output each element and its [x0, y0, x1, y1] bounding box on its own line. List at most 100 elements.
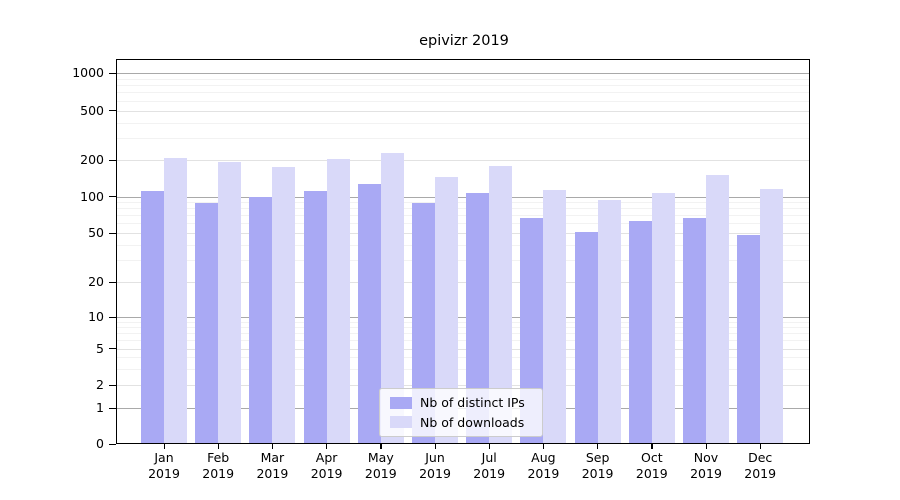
x-tick-label-dec: Dec 2019: [744, 450, 777, 481]
x-tick: [542, 444, 545, 449]
bar-downloads-apr: [326, 159, 350, 444]
gridline-200: [117, 160, 810, 161]
gridline-50: [117, 233, 810, 234]
bar-distinct-ips-jan: [141, 190, 164, 444]
x-tick: [380, 444, 382, 449]
minor-gridline: [117, 244, 810, 246]
minor-gridline: [117, 333, 810, 335]
x-tick: [651, 444, 653, 449]
bar-downloads-dec: [760, 188, 784, 444]
gridline-500: [117, 110, 810, 112]
minor-gridline: [117, 122, 810, 124]
minor-gridline: [117, 340, 810, 342]
y-tick-label-200: 200: [80, 152, 104, 167]
x-tick: [217, 444, 220, 449]
y-tick-label-1000: 1000: [72, 65, 104, 80]
y-tick: [109, 196, 116, 198]
y-tick: [109, 316, 116, 318]
x-tick-label-aug: Aug 2019: [527, 450, 560, 481]
legend: Nb of distinct IPs Nb of downloads: [379, 388, 543, 437]
minor-gridline: [117, 138, 810, 140]
minor-gridline: [117, 215, 810, 217]
minor-gridline: [117, 78, 810, 80]
x-tick: [488, 444, 491, 449]
minor-gridline: [117, 202, 810, 204]
bar-distinct-ips-dec: [737, 235, 761, 444]
bar-downloads-jan: [164, 157, 187, 444]
bar-distinct-ips-aug: [520, 217, 544, 444]
y-tick-label-5: 5: [96, 340, 104, 356]
bar-downloads-mar: [272, 167, 296, 444]
minor-gridline: [117, 92, 810, 94]
gridline-2: [117, 385, 810, 386]
chart-title: epivizr 2019: [419, 33, 509, 49]
gridline-100: [117, 196, 810, 198]
y-tick-label-20: 20: [88, 274, 104, 289]
legend-label: Nb of distinct IPs: [420, 395, 525, 411]
y-tick-label-2: 2: [96, 377, 104, 392]
x-tick-label-jun: Jun 2019: [419, 450, 451, 481]
y-tick: [109, 348, 116, 350]
bar-distinct-ips-sep: [574, 231, 598, 444]
x-tick: [705, 444, 707, 449]
bar-downloads-aug: [543, 190, 567, 444]
bar-distinct-ips-feb: [195, 203, 219, 444]
x-tick-label-apr: Apr 2019: [310, 450, 343, 481]
legend-label: Nb of downloads: [420, 414, 525, 430]
minor-gridline: [117, 100, 810, 102]
legend-swatch-downloads: [390, 416, 412, 429]
x-tick-label-sep: Sep 2019: [581, 450, 614, 481]
minor-gridline: [117, 357, 810, 359]
x-tick: [434, 444, 436, 449]
gridline-5: [117, 348, 810, 350]
gridline-10: [117, 317, 810, 318]
y-tick-label-0: 0: [96, 436, 104, 451]
y-tick: [109, 159, 116, 161]
y-tick-label-10: 10: [88, 309, 104, 324]
legend-item-distinct-ips: Nb of distinct IPs: [390, 395, 534, 410]
bar-distinct-ips-jun: [412, 202, 435, 444]
minor-gridline: [117, 208, 810, 210]
y-tick: [109, 384, 116, 386]
bar-distinct-ips-nov: [683, 217, 706, 444]
x-tick-label-nov: Nov 2019: [690, 450, 722, 481]
y-tick: [109, 443, 116, 445]
y-tick-label-100: 100: [80, 188, 104, 204]
minor-gridline: [117, 85, 810, 87]
x-tick-label-may: May 2019: [364, 450, 397, 481]
y-tick-label-50: 50: [88, 225, 104, 240]
bar-distinct-ips-jul: [466, 192, 490, 444]
y-tick-label-1: 1: [96, 400, 104, 415]
bar-distinct-ips-mar: [249, 197, 273, 444]
y-tick: [109, 281, 116, 283]
legend-item-downloads: Nb of downloads: [390, 415, 534, 430]
y-tick: [109, 232, 116, 234]
bar-downloads-oct: [651, 193, 675, 444]
x-tick-label-jan: Jan 2019: [148, 450, 180, 481]
bar-downloads-nov: [706, 175, 729, 444]
y-tick: [109, 72, 116, 74]
x-tick: [271, 444, 274, 449]
gridline-1000: [117, 73, 810, 74]
gridline-20: [117, 282, 810, 283]
x-tick-label-oct: Oct 2019: [635, 450, 668, 481]
bar-downloads-sep: [597, 199, 621, 444]
x-tick: [597, 444, 599, 449]
minor-gridline: [117, 368, 810, 370]
y-tick: [109, 407, 116, 409]
minor-gridline: [117, 260, 810, 262]
x-tick-label-feb: Feb 2019: [202, 450, 235, 481]
x-tick-label-jul: Jul 2019: [473, 450, 506, 481]
y-tick-label-500: 500: [80, 102, 104, 118]
bar-downloads-jun: [435, 176, 458, 444]
y-tick: [109, 110, 116, 112]
x-tick: [326, 444, 328, 449]
bar-downloads-may: [380, 152, 404, 444]
bar-downloads-feb: [218, 161, 242, 444]
x-tick-label-mar: Mar 2019: [256, 450, 289, 481]
bar-distinct-ips-may: [357, 183, 381, 444]
minor-gridline: [117, 321, 810, 323]
x-tick: [759, 444, 762, 449]
minor-gridline: [117, 223, 810, 225]
